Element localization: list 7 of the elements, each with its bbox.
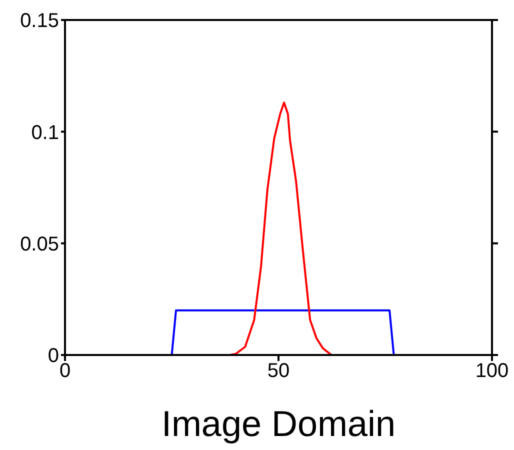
y-tick-label: 0.1	[31, 122, 59, 144]
x-tick-label: 50	[267, 360, 290, 382]
y-tick-label: 0.15	[20, 10, 59, 32]
x-axis-title: Image Domain	[161, 403, 396, 444]
y-tick-label: 0	[48, 345, 59, 368]
y-tick-label: 0.05	[20, 233, 59, 256]
x-tick-label: 100	[475, 360, 509, 382]
